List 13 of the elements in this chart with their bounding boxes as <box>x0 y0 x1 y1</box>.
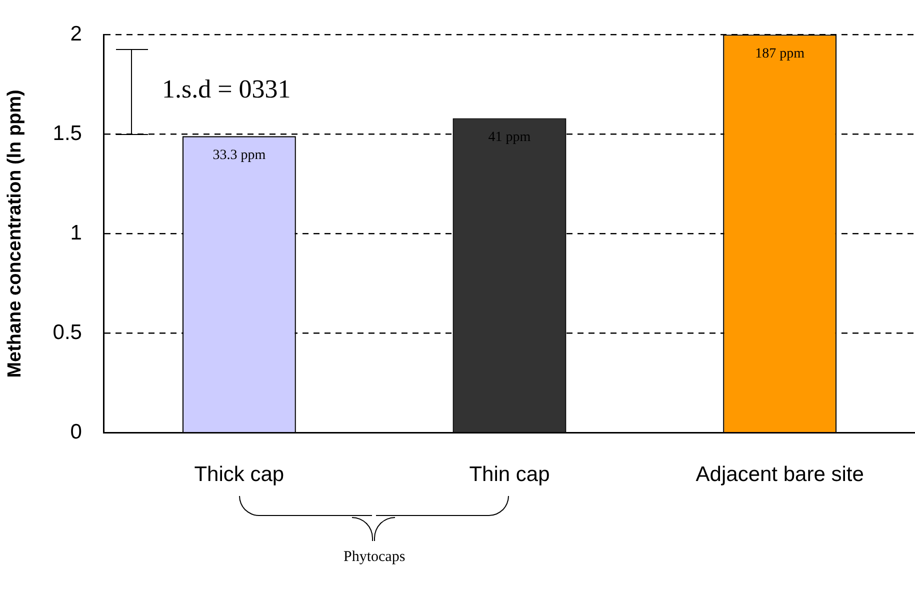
y-tick-label: 2 <box>70 22 82 46</box>
y-tick-label: 0 <box>70 420 82 444</box>
y-tick-label: 0.5 <box>52 321 82 344</box>
x-tick-label: Thick cap <box>194 463 284 486</box>
annotation: 1.s.d = 0331 <box>162 74 291 104</box>
annotation: 187 ppm <box>755 46 805 62</box>
text: Phytocaps <box>343 549 406 566</box>
y-axis-title: Methane concentration (ln ppm) <box>4 90 26 378</box>
y-tick-label: 1.5 <box>52 122 82 145</box>
x-tick-label: Adjacent bare site <box>696 463 864 486</box>
x-tick-label: Thin cap <box>469 463 550 486</box>
annotation: 33.3 ppm <box>212 148 266 163</box>
y-tick-label: 1 <box>70 221 82 244</box>
